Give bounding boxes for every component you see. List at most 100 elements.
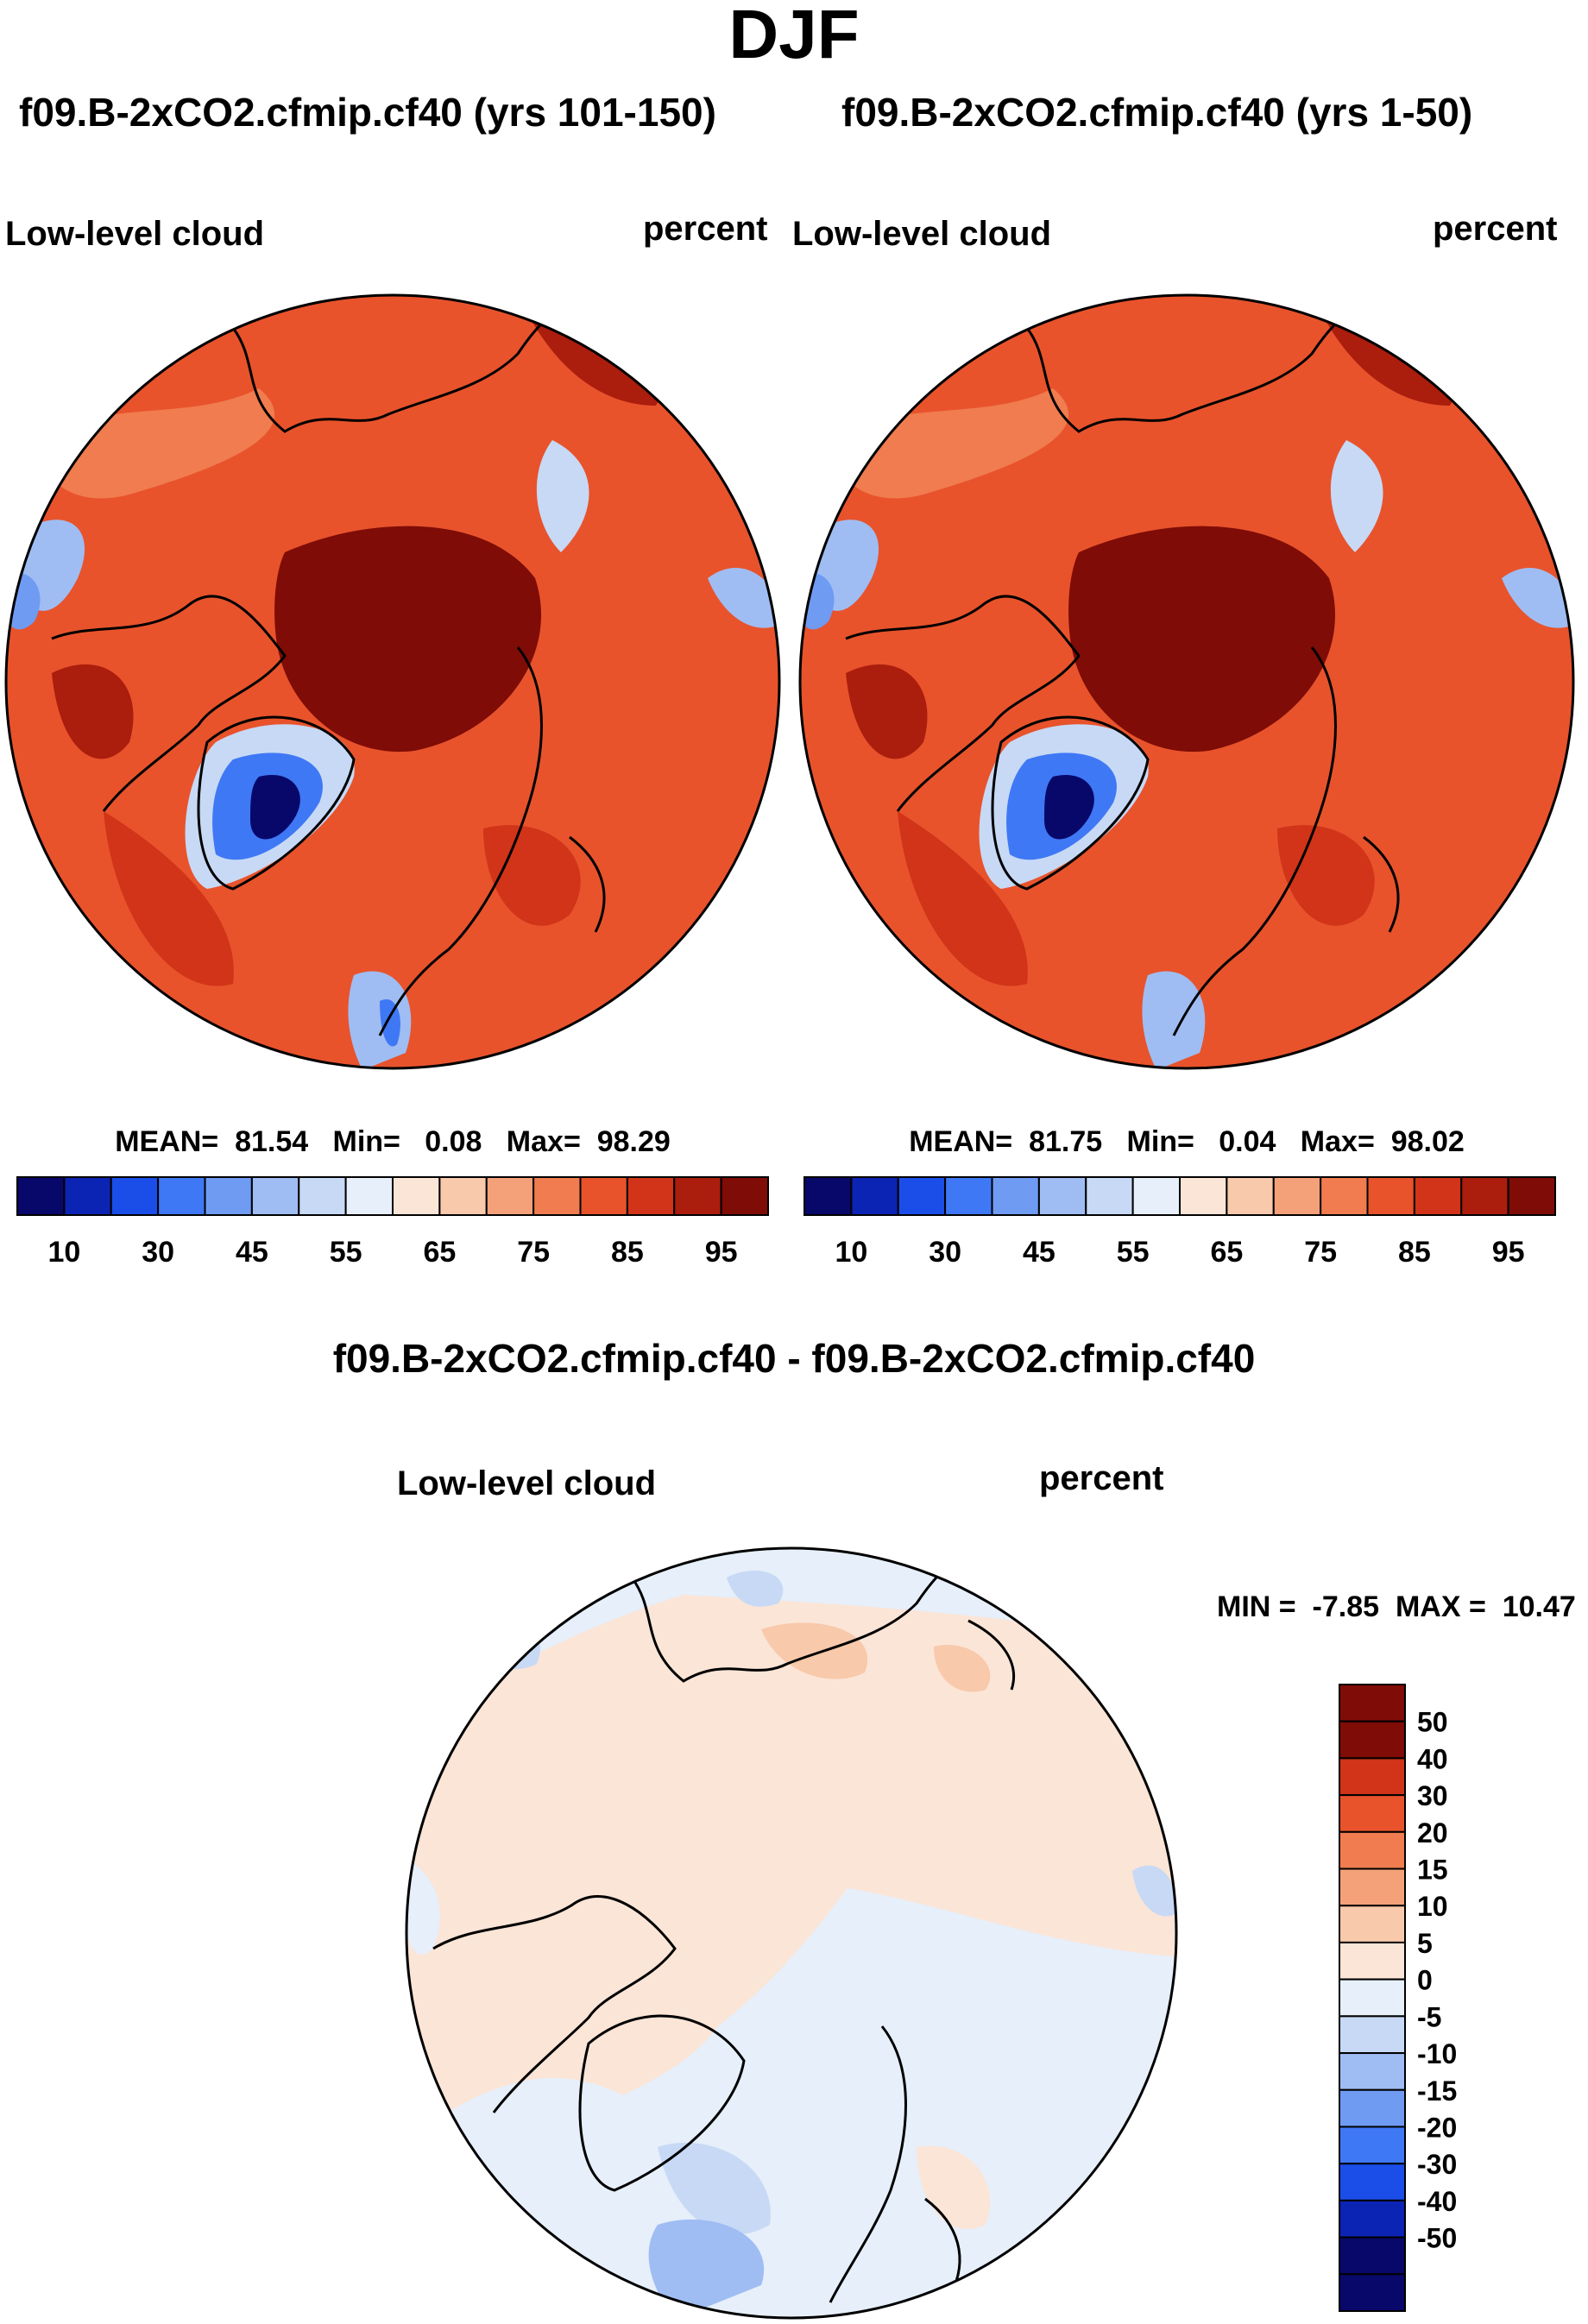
panel2-colorbar-tick-label: 45 bbox=[1023, 1236, 1056, 1269]
panel3-colorbar-box bbox=[1339, 1905, 1406, 1943]
panel1-colorbar-box bbox=[63, 1176, 112, 1216]
panel1-min-value: 0.08 bbox=[425, 1125, 482, 1158]
panel1-colorbar-tick-label: 10 bbox=[47, 1236, 80, 1269]
panel3-colorbar-tick-label: 10 bbox=[1417, 1891, 1448, 1922]
panel1-title: f09.B-2xCO2.cfmip.cf40 (yrs 101-150) bbox=[19, 90, 716, 135]
panel1-colorbar-tick-label: 85 bbox=[611, 1236, 644, 1269]
panel3-colorbar-box bbox=[1339, 2163, 1406, 2201]
panel2-colorbar-box bbox=[1507, 1176, 1556, 1216]
panel1-min-label: Min= bbox=[332, 1125, 400, 1158]
panel3-colorbar-tick-label: 0 bbox=[1417, 1965, 1433, 1996]
panel3-colorbar-box bbox=[1339, 2126, 1406, 2165]
panel2-colorbar-tick-label: 95 bbox=[1492, 1236, 1525, 1269]
panel3-colorbar-tick-label: -5 bbox=[1417, 2001, 1441, 2032]
panel1-coastlines bbox=[51, 300, 606, 1036]
panel2-colorbar-box bbox=[1131, 1176, 1181, 1216]
panel2-colorbar-box bbox=[803, 1176, 853, 1216]
panel1-field bbox=[6, 295, 779, 1068]
panel1-colorbar-box bbox=[157, 1176, 206, 1216]
panel3-colorbar-tick-label: 40 bbox=[1417, 1743, 1448, 1774]
panel1-colorbar-box bbox=[250, 1176, 300, 1216]
panel2-min-value: 0.04 bbox=[1219, 1125, 1276, 1158]
panel1-colorbar: 10 30 45 55 65 75 85 95 bbox=[16, 1176, 769, 1269]
panel3-colorbar-tick-label: -20 bbox=[1417, 2112, 1457, 2143]
panel2-colorbar-box bbox=[1413, 1176, 1463, 1216]
panel2-mean-label: MEAN= bbox=[909, 1125, 1013, 1158]
panel2-colorbar: 10 30 45 55 65 75 85 95 bbox=[803, 1176, 1556, 1269]
panel1-map-border bbox=[4, 293, 781, 1070]
panel3-colorbar-tick-label: -10 bbox=[1417, 2038, 1457, 2069]
panel3-colorbar-box bbox=[1339, 1830, 1406, 1870]
panel3-max-value: 10.47 bbox=[1502, 1590, 1576, 1623]
panel3-colorbar-box bbox=[1339, 1720, 1406, 1760]
panel1-mean-value: 81.54 bbox=[235, 1125, 309, 1158]
panel1-colorbar-tick-label: 45 bbox=[236, 1236, 268, 1269]
panel2-field bbox=[800, 295, 1573, 1068]
panel3-colorbar-tick-label: 50 bbox=[1417, 1707, 1448, 1738]
panel2-map-border bbox=[798, 293, 1575, 1070]
panel3-colorbar-box bbox=[1339, 2273, 1406, 2313]
panel2-colorbar-box bbox=[1037, 1176, 1087, 1216]
panel3-min-value: -7.85 bbox=[1312, 1590, 1380, 1623]
panel3-colorbar-box bbox=[1339, 2015, 1406, 2055]
panel1-colorbar-box bbox=[485, 1176, 535, 1216]
panel2-colorbar-box bbox=[1085, 1176, 1134, 1216]
panel2-colorbar-box bbox=[1272, 1176, 1322, 1216]
panel1-max-label: Max= bbox=[506, 1125, 581, 1158]
panel1-colorbar-box bbox=[720, 1176, 769, 1216]
panel1-colorbar-tick-label: 65 bbox=[423, 1236, 456, 1269]
panel3-colorbar-box bbox=[1339, 2236, 1406, 2276]
panel1-variable-label: Low-level cloud bbox=[5, 215, 265, 253]
panel1-colorbar-box bbox=[204, 1176, 253, 1216]
panel2-max-label: Max= bbox=[1300, 1125, 1375, 1158]
panel2-colorbar-tick-label: 55 bbox=[1117, 1236, 1150, 1269]
panel1-colorbar-box bbox=[344, 1176, 394, 1216]
panel1-units-label: percent bbox=[643, 210, 768, 248]
panel1-colorbar-box bbox=[438, 1176, 488, 1216]
panel1-colorbar-box bbox=[673, 1176, 722, 1216]
panel2-colorbar-box bbox=[1226, 1176, 1275, 1216]
panel2-colorbar-box bbox=[1179, 1176, 1228, 1216]
panel3-colorbar-tick-label: -15 bbox=[1417, 2075, 1457, 2107]
panel3-colorbar-tick-label: 15 bbox=[1417, 1855, 1448, 1886]
panel2-title: f09.B-2xCO2.cfmip.cf40 (yrs 1-50) bbox=[841, 90, 1473, 135]
panel3-colorbar-tick-label: -40 bbox=[1417, 2186, 1457, 2217]
panel3-colorbar-box bbox=[1339, 2052, 1406, 2091]
panel3-colorbar-box bbox=[1339, 1757, 1406, 1797]
panel2-colorbar-box bbox=[944, 1176, 993, 1216]
panel1-colorbar-box bbox=[298, 1176, 347, 1216]
panel2-min-label: Min= bbox=[1126, 1125, 1194, 1158]
panel2-max-value: 98.02 bbox=[1390, 1125, 1465, 1158]
panel1-colorbar-box bbox=[626, 1176, 676, 1216]
panel1-mean-label: MEAN= bbox=[115, 1125, 219, 1158]
panel2-colorbar-box bbox=[991, 1176, 1040, 1216]
panel3-colorbar-tick-label: 5 bbox=[1417, 1928, 1433, 1959]
panel2-stats: MEAN= 81.75 Min= 0.04 Max= 98.02 bbox=[794, 1124, 1579, 1160]
panel1-colorbar-box bbox=[532, 1176, 582, 1216]
panel1-stats: MEAN= 81.54 Min= 0.08 Max= 98.29 bbox=[0, 1124, 785, 1160]
panel2-colorbar-tick-label: 65 bbox=[1210, 1236, 1243, 1269]
panel3-min-label: MIN = bbox=[1217, 1590, 1296, 1623]
panel2-colorbar-box bbox=[1320, 1176, 1369, 1216]
panel3-max-label: MAX = bbox=[1395, 1590, 1486, 1623]
panel1-colorbar-box bbox=[392, 1176, 441, 1216]
panel3-colorbar-tick-label: -50 bbox=[1417, 2223, 1457, 2254]
panel2-colorbar-tick-label: 30 bbox=[929, 1236, 961, 1269]
panel2-variable-label: Low-level cloud bbox=[792, 215, 1052, 253]
panel3-colorbar-box bbox=[1339, 2088, 1406, 2128]
panel3-map-border bbox=[405, 1546, 1178, 2320]
panel2-map bbox=[798, 293, 1575, 1070]
panel3-colorbar-box bbox=[1339, 1684, 1406, 1723]
panel2-colorbar-box bbox=[850, 1176, 899, 1216]
panel3-colorbar-box bbox=[1339, 1978, 1406, 2018]
panel3-colorbar-tick-label: -30 bbox=[1417, 2149, 1457, 2180]
panel2-colorbar-box bbox=[1460, 1176, 1509, 1216]
panel1-colorbar-box bbox=[110, 1176, 160, 1216]
panel3-colorbar-box bbox=[1339, 1794, 1406, 1833]
panel3-units-label: percent bbox=[1039, 1459, 1164, 1497]
panel2-coastlines bbox=[845, 300, 1400, 1036]
panel3-colorbar-box bbox=[1339, 2199, 1406, 2239]
panel1-colorbar-tick-label: 30 bbox=[142, 1236, 174, 1269]
panel3-colorbar-box bbox=[1339, 1867, 1406, 1907]
